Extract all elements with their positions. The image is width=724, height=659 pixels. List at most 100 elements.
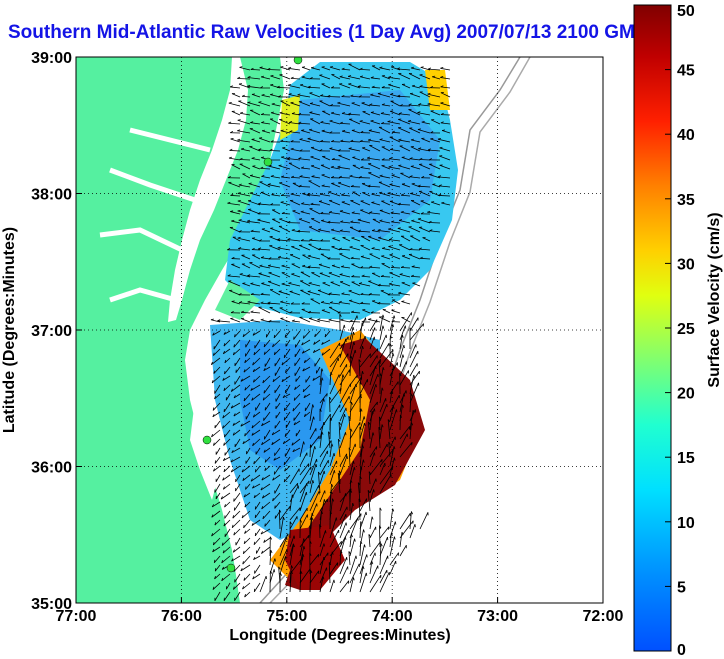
velocity-vector — [253, 348, 261, 356]
velocity-vector — [230, 86, 241, 89]
velocity-vector — [351, 237, 361, 242]
velocity-vector-head — [390, 93, 394, 95]
velocity-vector — [321, 348, 331, 356]
velocity-vector — [249, 192, 261, 197]
velocity-vector-head — [327, 257, 331, 260]
velocity-vector-head — [397, 94, 401, 97]
velocity-vector — [349, 175, 361, 179]
velocity-vector-head — [379, 174, 383, 177]
velocity-vector-head — [397, 202, 401, 205]
velocity-vector-head — [321, 377, 324, 381]
velocity-vector-head — [250, 67, 254, 70]
sound-water — [190, 400, 220, 500]
velocity-vector — [267, 302, 281, 305]
velocity-vector-head — [399, 104, 403, 107]
velocity-vector — [261, 438, 271, 446]
velocity-vector — [254, 510, 261, 519]
velocity-vector-head — [409, 175, 413, 178]
velocity-vector-head — [301, 202, 305, 205]
velocity-vector — [348, 551, 351, 566]
velocity-vector-head — [231, 449, 234, 453]
velocity-vector — [399, 273, 411, 278]
velocity-vector-head — [317, 554, 320, 558]
velocity-vector-head — [300, 210, 304, 213]
velocity-vector — [322, 282, 331, 287]
velocity-vector — [293, 393, 301, 401]
velocity-vector-head — [271, 102, 275, 105]
velocity-vector — [302, 265, 311, 269]
velocity-vector-head — [411, 422, 414, 426]
velocity-vector — [360, 294, 371, 296]
velocity-vector — [213, 339, 221, 350]
velocity-vector — [250, 283, 261, 287]
velocity-vector-head — [230, 405, 234, 409]
velocity-vector-head — [429, 173, 433, 175]
velocity-vector — [337, 182, 351, 188]
velocity-vector-head — [298, 112, 302, 116]
velocity-vector-head — [261, 423, 264, 426]
velocity-vector-head — [299, 149, 303, 152]
velocity-vector-head — [260, 75, 265, 78]
velocity-vector — [238, 83, 251, 89]
velocity-vector — [319, 576, 324, 593]
velocity-vector — [339, 557, 348, 575]
velocity-vector-head — [370, 93, 374, 96]
velocity-vector — [309, 404, 314, 422]
velocity-vector-head — [359, 139, 363, 142]
velocity-vector — [263, 339, 271, 348]
velocity-vector — [340, 319, 351, 323]
velocity-vector — [273, 330, 281, 339]
velocity-vector — [299, 245, 311, 251]
velocity-vector-head — [398, 138, 402, 141]
velocity-vector-head — [399, 372, 402, 376]
velocity-vector-head — [437, 138, 441, 140]
velocity-vector — [361, 236, 371, 242]
velocity-vector — [211, 357, 221, 366]
velocity-vector — [228, 157, 241, 161]
velocity-vector-head — [392, 508, 395, 512]
velocity-vector-head — [244, 387, 247, 391]
velocity-vector-head — [250, 319, 254, 321]
velocity-vector — [231, 447, 241, 454]
velocity-vector — [408, 109, 421, 116]
velocity-vector-head — [337, 311, 341, 314]
velocity-vector-head — [331, 443, 334, 447]
velocity-vector-head — [224, 504, 226, 508]
velocity-vector — [370, 94, 381, 98]
velocity-vector — [349, 563, 360, 584]
velocity-vector — [213, 465, 221, 472]
velocity-vector — [420, 67, 431, 71]
velocity-vector-head — [388, 238, 393, 240]
velocity-vector — [211, 429, 221, 438]
velocity-vector — [379, 349, 394, 368]
velocity-vector-head — [313, 341, 316, 345]
velocity-vector-head — [408, 103, 412, 106]
velocity-vector — [229, 290, 241, 296]
velocity-vector — [318, 229, 331, 233]
velocity-vector — [237, 119, 251, 125]
velocity-vector — [298, 218, 311, 224]
velocity-vector — [226, 582, 231, 590]
velocity-vector — [254, 564, 261, 574]
velocity-vector — [289, 254, 301, 260]
velocity-vector-head — [373, 489, 375, 493]
velocity-vector-head — [320, 239, 324, 242]
velocity-vector — [215, 447, 221, 455]
velocity-vector-head — [232, 422, 235, 426]
velocity-vector-head — [338, 247, 343, 250]
velocity-vector-head — [242, 550, 245, 554]
velocity-vector — [284, 447, 291, 457]
velocity-vector-head — [296, 483, 299, 487]
velocity-vector — [264, 402, 271, 411]
velocity-vector — [259, 575, 267, 593]
velocity-vector — [360, 209, 371, 215]
velocity-vector-head — [303, 546, 306, 550]
velocity-vector — [379, 67, 391, 71]
y-tick-label: 36:00 — [31, 460, 72, 477]
velocity-vector — [339, 76, 351, 80]
velocity-vector — [215, 492, 221, 500]
velocity-vector-head — [227, 201, 231, 204]
velocity-vector — [242, 474, 251, 481]
velocity-vector-head — [232, 515, 235, 519]
velocity-vector-head — [290, 140, 294, 143]
